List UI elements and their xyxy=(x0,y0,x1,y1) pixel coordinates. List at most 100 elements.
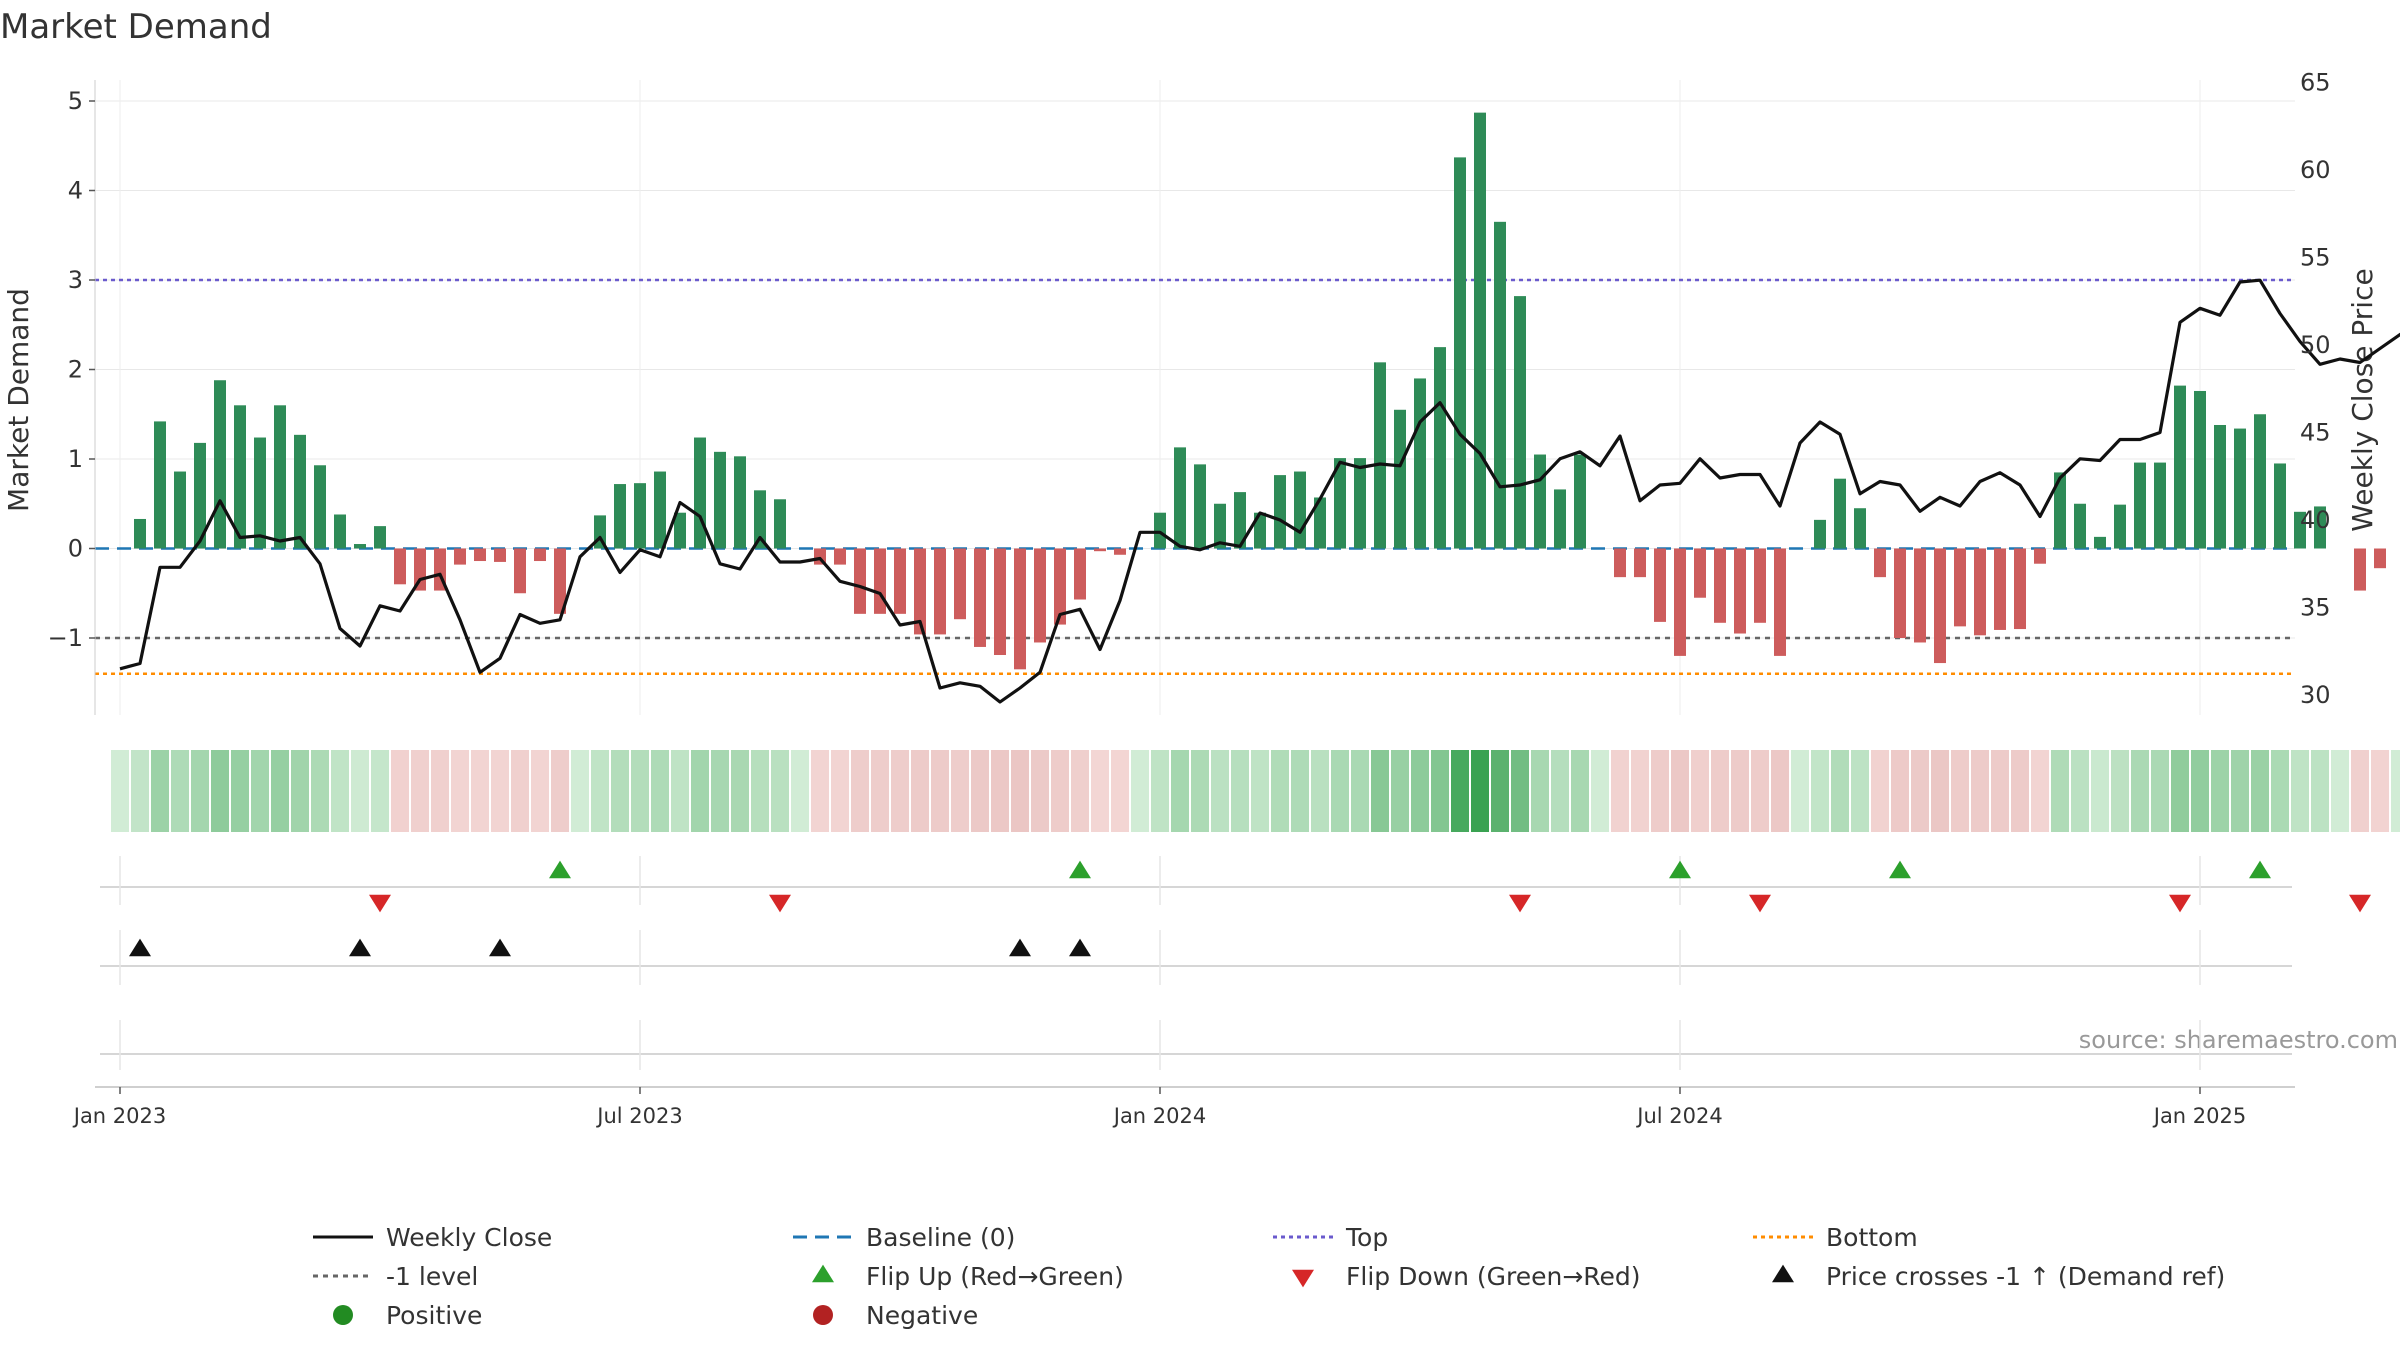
demand-bar-positive xyxy=(294,434,306,549)
strip-cell xyxy=(851,750,869,832)
demand-bar-negative xyxy=(874,548,886,614)
demand-bar-positive xyxy=(1554,489,1566,549)
event-markers xyxy=(100,856,2371,1070)
strip-cell xyxy=(571,750,589,832)
legend-label: Price crosses -1 ↑ (Demand ref) xyxy=(1826,1262,2225,1291)
strip-cell xyxy=(591,750,609,832)
strip-cell xyxy=(2091,750,2109,832)
strip-cell xyxy=(1251,750,1269,832)
strip-cell xyxy=(1631,750,1649,832)
strip-cell xyxy=(971,750,989,832)
strip-cell xyxy=(191,750,209,832)
strip-cell xyxy=(531,750,549,832)
demand-bar-negative xyxy=(2374,548,2386,569)
strip-cell xyxy=(1491,750,1509,832)
strip-cell xyxy=(1911,750,1929,832)
demand-bar-negative xyxy=(1674,548,1686,656)
strip-cell xyxy=(1551,750,1569,832)
flip-up-marker xyxy=(2249,860,2271,879)
strip-cell xyxy=(411,750,429,832)
strip-cell xyxy=(2051,750,2069,832)
demand-bar-negative xyxy=(1034,548,1046,643)
legend-item-top: Top xyxy=(1273,1223,1388,1252)
demand-bar-negative xyxy=(1614,548,1626,578)
strip-cell xyxy=(171,750,189,832)
y-tick-label: 2 xyxy=(68,356,83,384)
demand-bar-negative xyxy=(1054,548,1066,625)
strip-cell xyxy=(2171,750,2189,832)
y2-tick-label: 65 xyxy=(2300,69,2331,97)
legend-swatch xyxy=(813,1305,833,1325)
strip-cell xyxy=(1811,750,1829,832)
strip-cell xyxy=(471,750,489,832)
demand-bar-positive xyxy=(2074,503,2086,549)
strip-cell xyxy=(1291,750,1309,832)
legend-item-baseline: Baseline (0) xyxy=(793,1223,1015,1252)
demand-bar-positive xyxy=(154,421,166,549)
demand-bar-positive xyxy=(134,518,146,549)
y-tick-label: 4 xyxy=(68,177,83,205)
strip-cell xyxy=(1431,750,1449,832)
strip-cell xyxy=(1211,750,1229,832)
demand-bar-negative xyxy=(1634,548,1646,578)
strip-cell xyxy=(871,750,889,832)
strip-cell xyxy=(2331,750,2349,832)
weekly-close-series xyxy=(119,278,2400,704)
y-axis-label: Market Demand xyxy=(2,288,35,512)
demand-bar-negative xyxy=(1694,548,1706,598)
strip-cell xyxy=(731,750,749,832)
demand-bar-negative xyxy=(1114,548,1126,555)
demand-bar-positive xyxy=(2174,385,2186,549)
strip-cell xyxy=(2151,750,2169,832)
strip-cell xyxy=(2251,750,2269,832)
demand-bar-positive xyxy=(1334,458,1346,549)
demand-bar-negative xyxy=(454,548,466,565)
flip-down-marker xyxy=(769,894,791,913)
demand-bar-positive xyxy=(2294,511,2306,549)
flip-down-marker xyxy=(1509,894,1531,913)
demand-bar-positive xyxy=(1474,112,1486,549)
demand-bar-positive xyxy=(634,483,646,549)
flip-down-marker xyxy=(1749,894,1771,913)
demand-bar-negative xyxy=(1014,548,1026,670)
demand-bar-negative xyxy=(954,548,966,620)
y2-tick-label: 60 xyxy=(2300,156,2331,184)
legend-item-positive: Positive xyxy=(333,1301,482,1330)
demand-bar-positive xyxy=(2314,506,2326,549)
strip-cell xyxy=(251,750,269,832)
strip-cell xyxy=(671,750,689,832)
chart-title: Market Demand xyxy=(0,7,272,47)
strip-cell xyxy=(2031,750,2049,832)
strip-cell xyxy=(1511,750,1529,832)
strip-cell xyxy=(1331,750,1349,832)
demand-bar-negative xyxy=(2034,548,2046,564)
legend-item-flip-up: Flip Up (Red→Green) xyxy=(812,1262,1124,1291)
demand-bar-positive xyxy=(1254,512,1266,549)
strip-cell xyxy=(1111,750,1129,832)
x-tick-label: Jul 2024 xyxy=(1635,1104,1722,1128)
strip-cell xyxy=(271,750,289,832)
strip-cell xyxy=(2111,750,2129,832)
demand-bar-negative xyxy=(854,548,866,614)
strip-cell xyxy=(351,750,369,832)
strip-cell xyxy=(1371,750,1389,832)
demand-bar-positive xyxy=(174,471,186,549)
strip-cell xyxy=(2391,750,2400,832)
demand-bar-positive xyxy=(2194,390,2206,549)
demand-bar-negative xyxy=(2354,548,2366,591)
legend-item-minus-one: -1 level xyxy=(313,1262,478,1291)
demand-bar-positive xyxy=(754,490,766,549)
strip-cell xyxy=(371,750,389,832)
strip-cell xyxy=(831,750,849,832)
strip-cell xyxy=(391,750,409,832)
strip-cell xyxy=(1411,750,1429,832)
strip-cell xyxy=(691,750,709,832)
strip-cell xyxy=(131,750,149,832)
strip-cell xyxy=(631,750,649,832)
y-tick-label: 5 xyxy=(68,87,83,115)
demand-bar-negative xyxy=(394,548,406,585)
strip-cell xyxy=(651,750,669,832)
strip-cell xyxy=(1131,750,1149,832)
